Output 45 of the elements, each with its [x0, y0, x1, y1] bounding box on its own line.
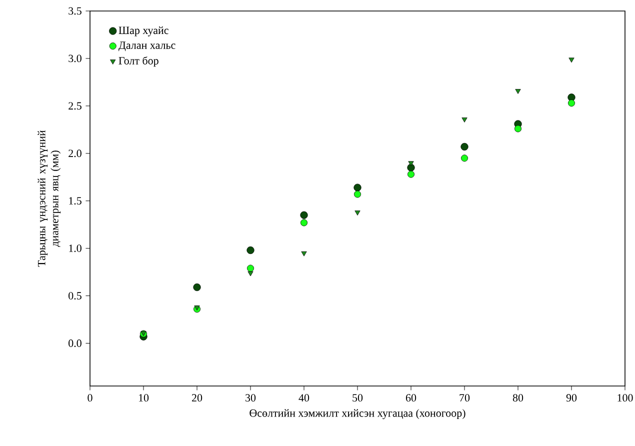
x-tick-label: 90	[566, 394, 577, 402]
point	[408, 161, 414, 166]
point	[247, 264, 254, 272]
point	[300, 219, 308, 226]
point	[462, 118, 468, 122]
point	[514, 125, 522, 132]
x-tick-label: 70	[460, 394, 470, 402]
point	[194, 305, 200, 310]
y-tick-label: 2.5	[68, 102, 82, 110]
point	[300, 211, 308, 219]
point	[568, 58, 574, 63]
point	[407, 164, 415, 172]
y-tick-label: 0.0	[68, 340, 82, 347]
point	[408, 170, 414, 178]
x-tick-label: 50	[352, 394, 363, 402]
point	[246, 246, 254, 254]
point	[354, 184, 362, 192]
x-tick-label: 30	[246, 394, 256, 402]
x-tick-label: 60	[406, 394, 416, 402]
point	[354, 210, 360, 216]
point	[248, 271, 254, 276]
x-tick-label: 0	[88, 394, 92, 402]
x-tick-label: 20	[192, 394, 202, 402]
y-tick-label: 3.5	[68, 7, 82, 15]
y-tick-label: 0.5	[68, 292, 82, 300]
point	[193, 283, 201, 292]
legend-label: Шар хуайс	[118, 26, 168, 36]
x-tick-label: 100	[618, 394, 633, 402]
legend-label: Голт бор	[118, 56, 158, 67]
point	[354, 190, 361, 198]
y-axis-title: Тарьцны үндэсний хүзүүний диаметрын явц (мм)	[38, 130, 61, 267]
legend-label: Далан хальс	[118, 42, 176, 52]
point	[515, 89, 521, 94]
point	[301, 251, 307, 256]
y-tick-label: 1.5	[69, 197, 82, 205]
point	[460, 142, 468, 151]
point	[568, 100, 575, 107]
point	[461, 154, 468, 162]
y-tick-label: 3.0	[68, 54, 82, 62]
x-tick-label: 10	[138, 394, 149, 402]
y-tick-label: 1.0	[69, 244, 82, 252]
x-axis-title: Өсөлтийн хэмжилт хийсэн хугацаа (хоногоор)	[250, 409, 466, 420]
x-tick-label: 40	[298, 394, 310, 402]
y-tick-label: 2.0	[68, 150, 82, 158]
x-tick-label: 80	[512, 394, 524, 402]
